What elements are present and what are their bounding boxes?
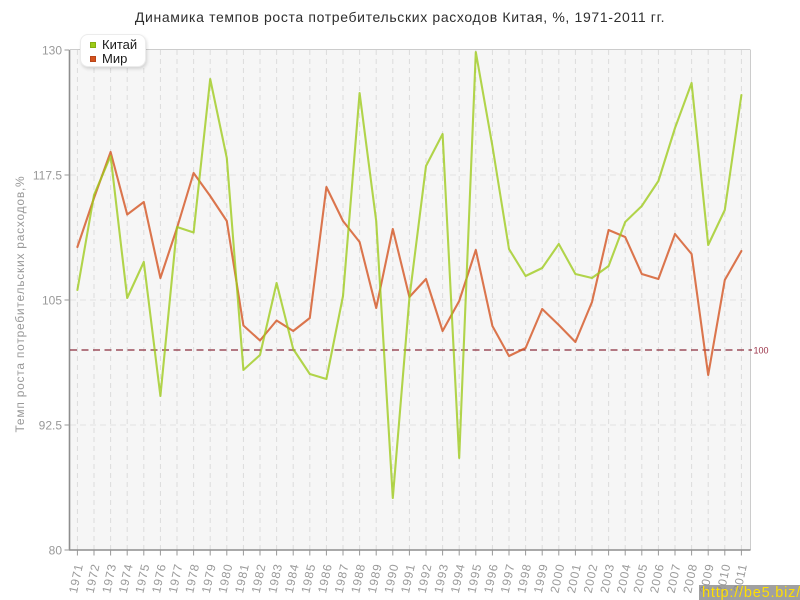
- svg-text:1989: 1989: [365, 562, 385, 594]
- svg-text:1980: 1980: [216, 562, 236, 594]
- svg-text:1999: 1999: [531, 562, 551, 594]
- svg-text:1993: 1993: [431, 562, 451, 594]
- svg-text:1988: 1988: [348, 562, 368, 594]
- svg-text:92.5: 92.5: [39, 418, 63, 432]
- svg-text:2007: 2007: [664, 562, 684, 594]
- svg-text:130: 130: [42, 43, 62, 57]
- svg-text:1983: 1983: [265, 562, 285, 594]
- svg-text:2008: 2008: [680, 562, 700, 594]
- svg-text:2001: 2001: [564, 562, 584, 594]
- svg-text:1982: 1982: [249, 562, 269, 594]
- svg-text:1971: 1971: [66, 562, 86, 594]
- svg-text:1996: 1996: [481, 562, 501, 594]
- svg-text:2006: 2006: [647, 562, 667, 594]
- svg-text:1985: 1985: [299, 562, 319, 594]
- svg-text:1995: 1995: [465, 562, 485, 594]
- svg-text:1994: 1994: [448, 562, 468, 594]
- svg-text:1991: 1991: [398, 562, 418, 594]
- svg-text:117.5: 117.5: [33, 168, 62, 182]
- svg-text:2004: 2004: [614, 562, 634, 594]
- svg-text:2005: 2005: [631, 562, 651, 594]
- svg-text:1974: 1974: [116, 562, 136, 594]
- svg-text:2002: 2002: [581, 562, 601, 594]
- svg-text:100: 100: [754, 345, 769, 355]
- svg-text:1972: 1972: [83, 562, 103, 594]
- svg-text:2003: 2003: [597, 562, 617, 594]
- svg-text:1997: 1997: [498, 562, 518, 594]
- svg-text:1984: 1984: [282, 562, 302, 594]
- svg-text:105: 105: [42, 293, 62, 307]
- svg-text:1990: 1990: [382, 562, 402, 594]
- svg-text:1976: 1976: [149, 562, 169, 594]
- svg-text:2000: 2000: [548, 562, 568, 594]
- svg-text:1978: 1978: [182, 562, 202, 594]
- svg-text:1998: 1998: [514, 562, 534, 594]
- svg-text:1987: 1987: [332, 562, 352, 594]
- svg-text:1977: 1977: [166, 562, 186, 594]
- svg-text:1979: 1979: [199, 562, 219, 594]
- svg-text:1986: 1986: [315, 562, 335, 594]
- svg-text:1992: 1992: [415, 562, 435, 594]
- svg-text:1981: 1981: [232, 562, 252, 594]
- svg-text:80: 80: [49, 543, 63, 557]
- svg-text:1973: 1973: [99, 562, 119, 594]
- svg-text:1975: 1975: [133, 562, 153, 594]
